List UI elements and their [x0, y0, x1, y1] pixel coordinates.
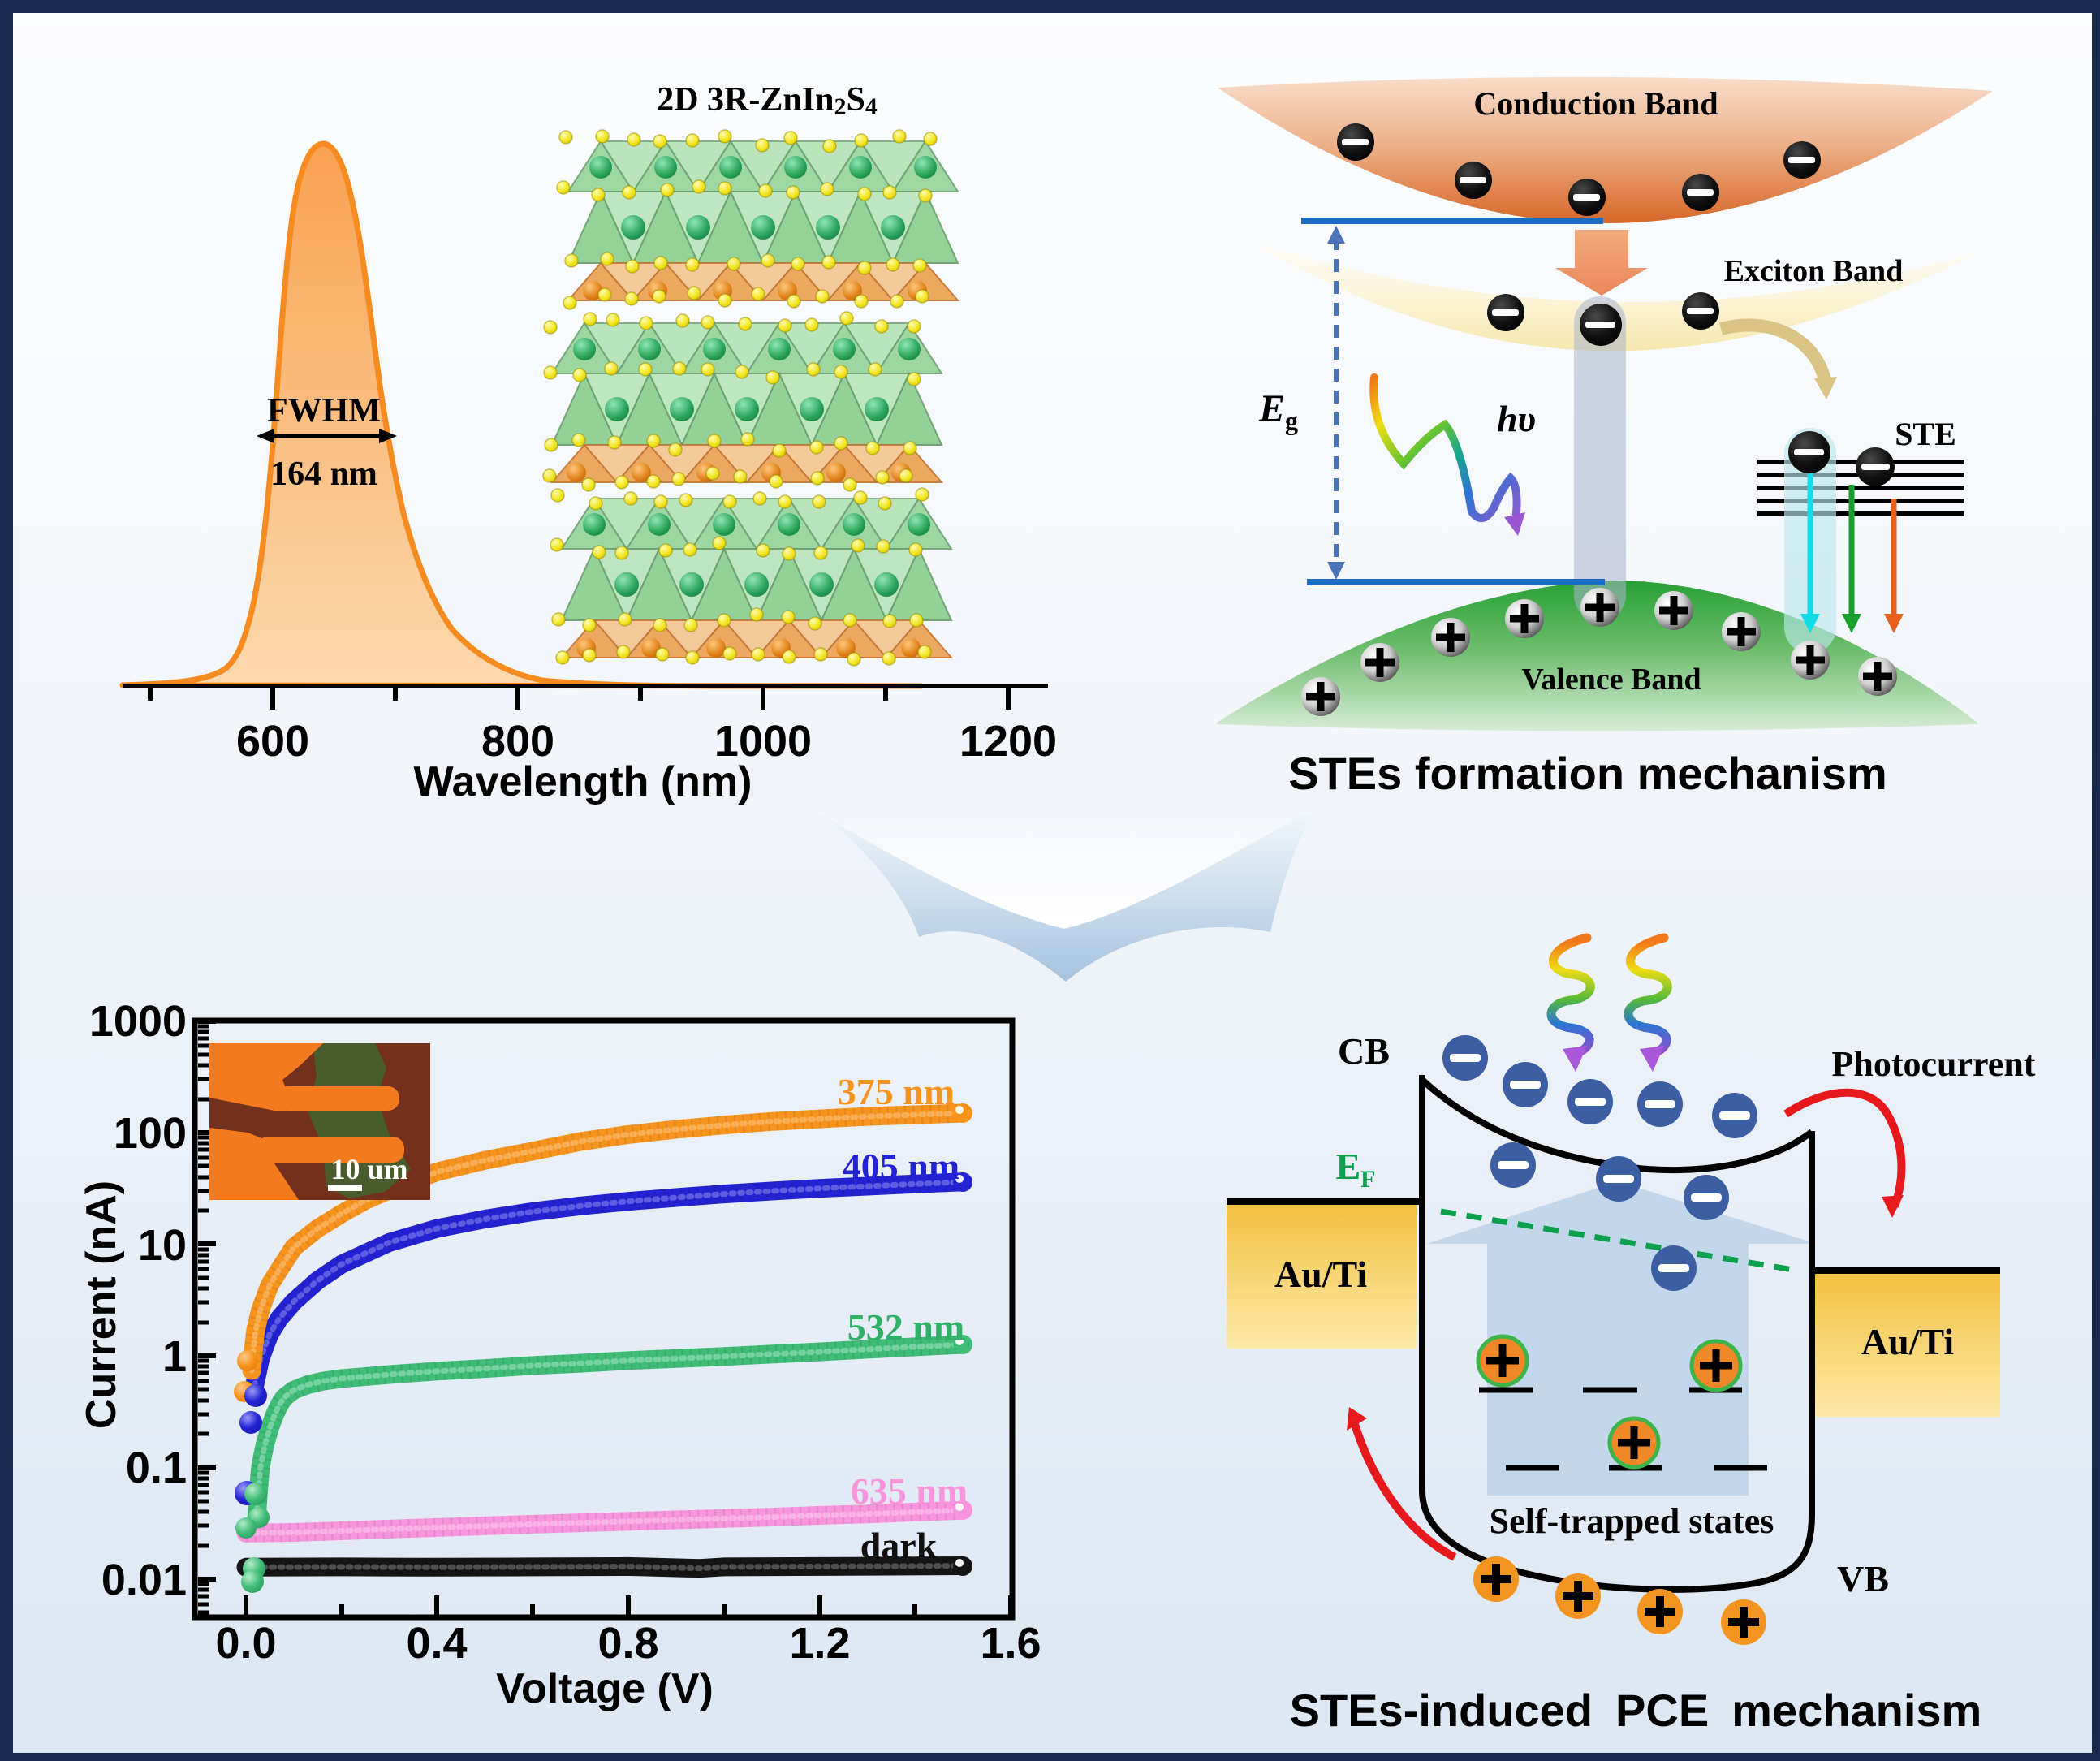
svg-text:405 nm: 405 nm — [843, 1146, 959, 1187]
svg-text:800: 800 — [481, 717, 554, 766]
svg-text:10 um: 10 um — [330, 1153, 407, 1185]
svg-text:532 nm: 532 nm — [847, 1306, 964, 1348]
svg-text:Conduction Band: Conduction Band — [1473, 85, 1718, 122]
svg-text:0.1: 0.1 — [126, 1444, 187, 1492]
svg-text:Valence Band: Valence Band — [1521, 663, 1701, 697]
svg-text:Wavelength (nm): Wavelength (nm) — [414, 758, 752, 805]
svg-text:375 nm: 375 nm — [838, 1071, 955, 1112]
svg-text:Current (nA): Current (nA) — [78, 1180, 125, 1429]
svg-text:1.2: 1.2 — [789, 1619, 850, 1668]
svg-text:STE: STE — [1895, 416, 1956, 452]
svg-text:EF: EF — [1335, 1146, 1375, 1193]
svg-text:0.0: 0.0 — [215, 1619, 276, 1668]
svg-text:10: 10 — [138, 1221, 187, 1270]
svg-text:Au/Ti: Au/Ti — [1861, 1321, 1954, 1362]
svg-text:635 nm: 635 nm — [851, 1470, 968, 1512]
svg-text:Self-trapped states: Self-trapped states — [1490, 1501, 1774, 1541]
svg-text:STEs formation mechanism: STEs formation mechanism — [1288, 748, 1887, 799]
svg-text:STEs-induced PCE mechanism: STEs-induced PCE mechanism — [1290, 1685, 1982, 1736]
svg-text:dark: dark — [860, 1525, 938, 1566]
svg-text:1000: 1000 — [714, 717, 812, 766]
svg-text:Exciton Band: Exciton Band — [1724, 254, 1904, 288]
svg-text:Photocurrent: Photocurrent — [1832, 1044, 2036, 1084]
svg-text:0.8: 0.8 — [597, 1619, 658, 1668]
svg-text:Voltage (V): Voltage (V) — [496, 1665, 714, 1712]
svg-text:CB: CB — [1338, 1030, 1390, 1072]
svg-text:Au/Ti: Au/Ti — [1274, 1254, 1367, 1295]
svg-text:FWHM: FWHM — [267, 392, 381, 429]
svg-text:600: 600 — [236, 717, 309, 766]
svg-text:VB: VB — [1837, 1558, 1889, 1599]
svg-text:0.4: 0.4 — [406, 1619, 467, 1668]
svg-text:hυ: hυ — [1497, 398, 1536, 439]
svg-text:1000: 1000 — [89, 997, 187, 1046]
svg-text:1: 1 — [162, 1332, 187, 1381]
svg-text:0.01: 0.01 — [101, 1556, 187, 1604]
svg-text:1200: 1200 — [959, 717, 1057, 766]
svg-text:164 nm: 164 nm — [270, 455, 377, 493]
svg-text:100: 100 — [114, 1109, 187, 1158]
svg-text:1.6: 1.6 — [980, 1619, 1041, 1668]
